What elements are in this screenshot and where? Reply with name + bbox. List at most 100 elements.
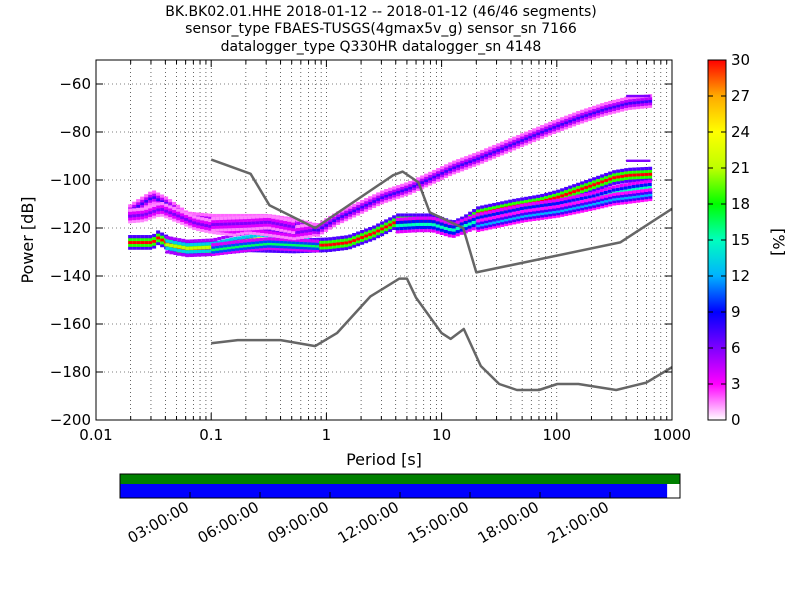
psd-cell — [344, 215, 349, 219]
psd-cell — [608, 177, 613, 181]
psd-cell — [528, 132, 533, 136]
psd-cell — [480, 205, 485, 209]
psd-cell — [372, 234, 377, 238]
psd-cell — [552, 190, 557, 194]
timeline-tick-label: 06:00:00 — [195, 498, 262, 547]
psd-cell — [620, 174, 625, 178]
psd-cell — [628, 106, 633, 110]
psd-cell — [632, 103, 637, 107]
psd-cell — [568, 114, 573, 118]
psd-cell — [552, 130, 557, 135]
psd-cell — [259, 226, 264, 230]
psd-cell — [528, 129, 533, 134]
psd-cell — [173, 241, 178, 245]
psd-cell — [188, 211, 193, 215]
psd-cell — [180, 213, 185, 217]
psd-cell — [392, 186, 397, 190]
psd-cell — [315, 244, 320, 248]
psd-cell — [540, 193, 545, 198]
psd-cell — [328, 237, 333, 241]
psd-cell — [516, 198, 521, 202]
psd-cell — [520, 133, 525, 137]
psd-cell — [165, 246, 170, 250]
psd-cell — [508, 199, 513, 203]
psd-cell — [592, 105, 597, 109]
psd-cell — [227, 228, 232, 232]
psd-cell — [176, 211, 181, 215]
psd-cell — [620, 201, 625, 205]
psd-cell — [271, 237, 276, 241]
psd-cell — [144, 199, 149, 203]
psd-cell — [488, 216, 493, 220]
psd-cell — [388, 228, 393, 233]
psd-cell — [632, 195, 637, 199]
psd-cell — [572, 201, 577, 205]
psd-cell — [189, 250, 194, 254]
psd-cell — [423, 222, 428, 226]
psd-cell — [152, 206, 157, 210]
psd-cell — [283, 223, 288, 227]
psd-cell — [496, 217, 501, 221]
psd-cell — [536, 126, 541, 130]
psd-cell — [287, 238, 292, 242]
psd-cell — [436, 175, 441, 180]
psd-cell — [492, 155, 497, 159]
psd-cell — [640, 170, 645, 174]
psd-cell — [352, 203, 357, 207]
psd-cell — [408, 183, 413, 187]
psd-cell — [296, 233, 301, 237]
psd-cell — [152, 201, 157, 205]
psd-cell — [588, 200, 593, 204]
psd-cell — [291, 222, 296, 226]
psd-cell — [296, 230, 301, 234]
psd-cell — [392, 191, 397, 195]
psd-cell — [247, 246, 252, 250]
psd-cell — [156, 205, 161, 209]
psd-cell — [431, 229, 436, 233]
nlnm-line — [211, 277, 672, 392]
psd-cell — [455, 226, 460, 231]
psd-cell — [215, 222, 220, 226]
psd-cell — [364, 206, 369, 210]
psd-cell — [324, 228, 329, 233]
psd-cell — [648, 166, 653, 170]
psd-cell — [492, 205, 497, 210]
psd-cell — [632, 106, 637, 110]
psd-cell — [336, 244, 341, 249]
psd-cell — [336, 242, 341, 246]
psd-cell — [251, 248, 256, 252]
psd-cell — [208, 221, 213, 225]
psd-cell — [380, 190, 385, 194]
psd-cell — [488, 206, 493, 210]
psd-cell — [211, 248, 216, 252]
psd-cell — [300, 230, 305, 234]
psd-cell — [635, 184, 640, 188]
psd-cell — [528, 218, 533, 222]
psd-cell — [632, 199, 637, 204]
psd-cell — [184, 223, 189, 227]
psd-cell — [447, 231, 452, 235]
psd-cell — [608, 174, 613, 178]
psd-cell — [475, 213, 480, 217]
psd-cell — [491, 209, 496, 213]
psd-cell — [511, 208, 516, 212]
psd-cell — [611, 185, 616, 189]
psd-cell — [647, 182, 652, 187]
psd-cell — [467, 219, 472, 223]
psd-cell — [459, 222, 464, 226]
psd-cell — [576, 113, 581, 117]
psd-cell — [520, 197, 525, 201]
psd-cell — [164, 196, 169, 200]
psd-cell — [504, 222, 509, 227]
psd-cell — [255, 238, 260, 242]
psd-cell — [644, 172, 649, 176]
psd-cell — [220, 213, 225, 218]
psd-cell — [244, 231, 249, 235]
psd-cell — [307, 241, 312, 245]
psd-cell — [620, 108, 625, 112]
psd-cell — [181, 249, 186, 253]
psd-cell — [496, 215, 501, 219]
psd-cell — [420, 178, 425, 182]
psd-cell — [364, 234, 369, 238]
psd-cell — [532, 138, 537, 143]
